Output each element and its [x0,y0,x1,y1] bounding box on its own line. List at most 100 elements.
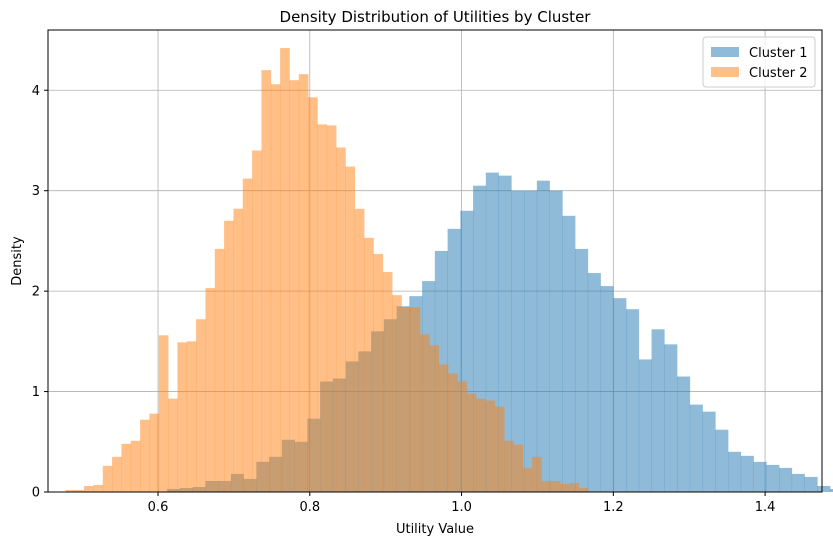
histogram-bar [140,419,150,492]
histogram-bar [242,178,253,492]
histogram-bar [448,373,458,492]
histogram-bar [587,273,601,492]
histogram-bar [638,359,652,492]
histogram-bar [429,345,440,492]
y-tick-label: 1 [32,385,40,400]
histogram-bar [420,334,430,492]
legend-label: Cluster 1 [749,46,808,61]
histogram-bar [308,97,318,492]
legend-label: Cluster 2 [749,66,808,81]
ticks-layer: 0.6 0.8 1.0 1.2 1.4 0 1 2 3 4 [32,84,776,515]
histogram-bar [205,288,216,492]
x-tick-label: 1.4 [755,500,776,515]
histogram-bar [438,364,449,492]
histogram-bar [112,456,122,492]
histogram-bar [522,467,533,492]
histogram-bar [677,376,691,492]
y-tick-label: 3 [32,184,40,199]
histogram-bar [280,48,290,493]
histogram-bar [466,393,477,492]
histogram-bar [804,476,818,492]
histogram-bar [504,440,514,492]
histogram-bar [158,335,169,492]
histogram-bar [130,440,141,492]
histogram-bar [664,344,678,492]
histogram-bar [485,400,496,492]
histogram-bar [562,215,576,492]
histogram-bar [121,443,132,492]
histogram-bar [740,455,754,492]
histogram-bar [336,147,346,492]
histogram-bar [233,208,244,492]
histogram-bar [345,166,356,492]
histogram-bar [536,180,550,493]
histogram-bar [102,465,113,492]
histogram-bar [401,307,412,492]
histogram-bar [830,488,833,492]
histogram-bar [373,253,384,492]
x-axis-title: Utility Value [396,522,474,537]
histogram-bar [513,444,524,492]
histogram-bar [168,398,178,492]
x-tick-label: 0.8 [299,500,320,515]
histogram-bar [651,329,665,492]
histogram-bar [177,342,188,492]
histogram-bar [569,482,580,492]
histogram-bar [613,298,627,492]
y-tick-label: 4 [32,84,40,99]
histogram-bar [753,461,767,492]
histogram-bar [214,248,225,492]
histogram-bar [541,480,552,492]
histogram-bar [715,429,729,492]
histogram-bar [626,309,640,492]
histogram-bar [511,190,525,492]
chart-title: Density Distribution of Utilities by Clu… [280,8,592,26]
histogram-bar [186,341,197,492]
legend: Cluster 1 Cluster 2 [702,36,816,88]
legend-swatch [711,67,739,77]
histogram-bar [382,272,393,492]
histogram-bar [689,404,703,492]
histogram-bar [224,220,234,492]
histogram-bar [317,124,328,493]
histogram-bar [410,307,421,492]
legend-swatch [711,47,739,57]
histogram-bar [298,74,309,492]
histogram-bar [728,451,742,492]
plot-frame [47,29,823,493]
histogram-bar [326,125,337,493]
histogram-bar [84,485,94,492]
histogram-bar [600,286,614,492]
histogram-bar [65,489,76,492]
histogram-bar [149,413,160,492]
bars-layer [65,48,833,493]
histogram-bar [578,487,589,492]
histogram-bar [494,406,505,492]
histogram-bar [560,483,570,492]
histogram-bar [93,484,104,492]
y-tick-label: 0 [32,486,40,501]
histogram-bar [702,411,716,492]
histogram-bar [476,398,486,492]
histogram-bar [261,70,272,492]
histogram-bar [779,467,793,492]
histogram-bar [252,150,262,493]
histogram-bar [270,84,281,493]
histogram-bar [817,485,831,492]
histogram-bar [289,80,300,492]
histogram-bar [549,190,563,492]
histogram-bar [550,480,561,492]
histogram-bar [524,190,538,492]
x-tick-label: 1.2 [603,500,624,515]
x-tick-label: 0.6 [148,500,169,515]
y-tick-label: 2 [32,285,40,300]
histogram-bar [196,319,206,492]
histogram-bar [457,381,468,492]
series-2-bars [65,48,589,493]
histogram-bar [532,456,542,492]
histogram-bar [74,489,85,492]
histogram-bar [575,248,589,492]
histogram-bar [364,237,374,492]
histogram-bar [354,208,365,492]
